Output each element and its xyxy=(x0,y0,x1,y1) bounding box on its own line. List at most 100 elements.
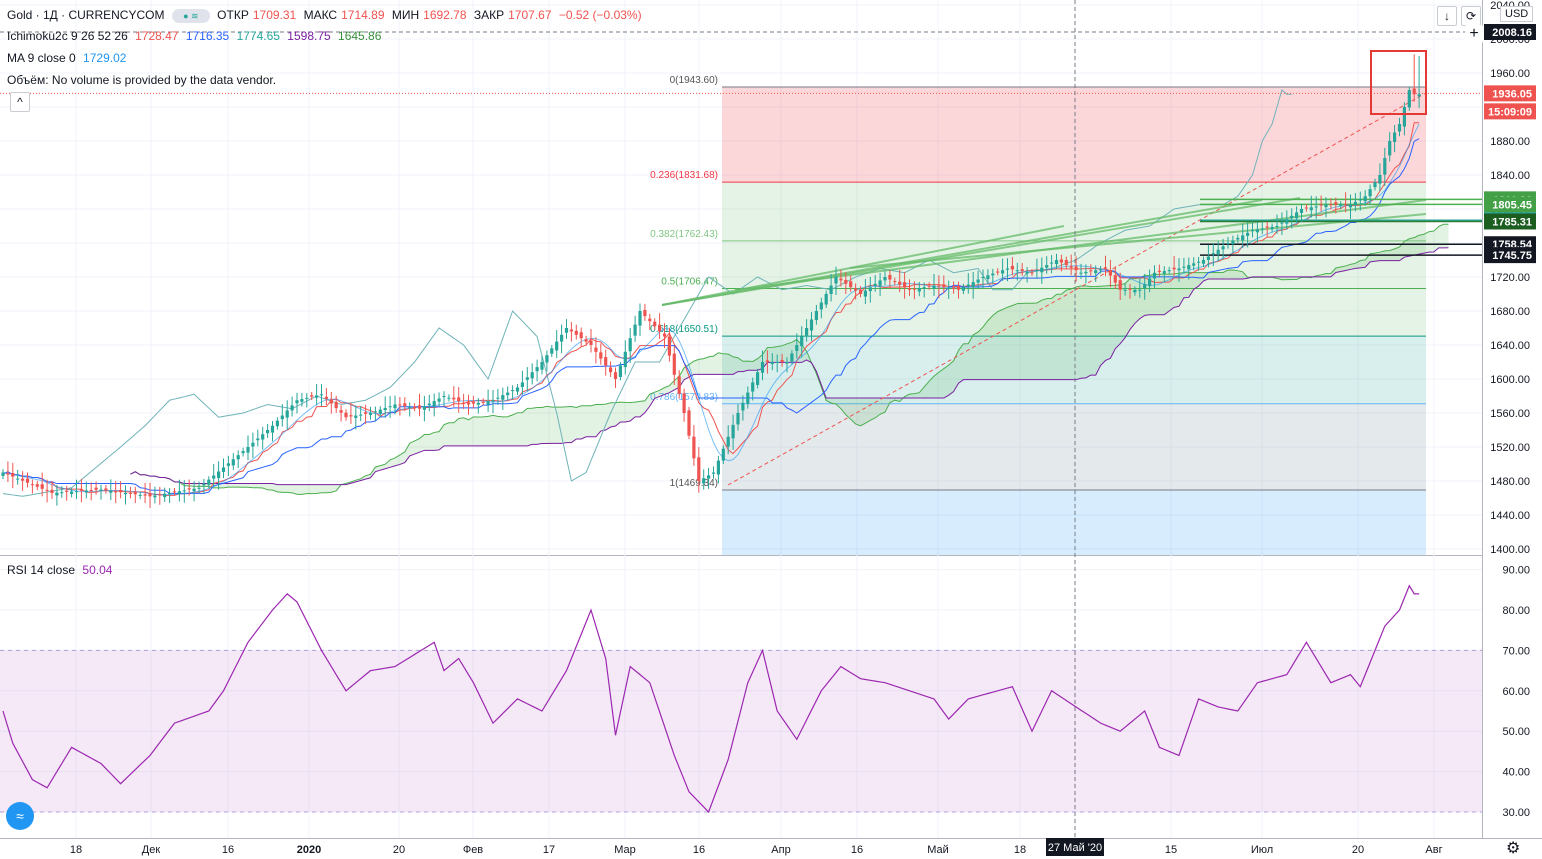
candle-body xyxy=(878,280,882,286)
candle-body xyxy=(677,376,681,394)
candle-body xyxy=(246,447,250,453)
candle-body xyxy=(515,387,520,392)
collapse-legend-button[interactable]: ^ xyxy=(10,92,30,112)
candle-body xyxy=(564,328,569,333)
high-label: МАКС xyxy=(303,8,338,22)
candle-body xyxy=(1260,228,1264,230)
candle-body xyxy=(805,328,809,336)
candle-body xyxy=(1,472,5,476)
candle-body xyxy=(349,415,353,417)
candle-body xyxy=(476,402,480,405)
symbol-title[interactable]: Gold · 1Д · CURRENCYCOM xyxy=(7,8,165,22)
candle-body xyxy=(60,492,64,494)
candle-body xyxy=(1216,249,1220,255)
candle-body xyxy=(364,412,368,414)
crosshair-time-tag xyxy=(1046,838,1104,856)
time-axis-tick-label: Апр xyxy=(771,844,790,856)
rsi-label: RSI 14 close xyxy=(7,563,76,577)
candle-body xyxy=(858,289,863,294)
rsi-band xyxy=(0,650,1482,812)
candle-body xyxy=(70,491,74,494)
price-tag xyxy=(1484,103,1536,120)
legend-eye-icon[interactable]: ● ≋ xyxy=(171,9,210,23)
time-axis-tick-label: 16 xyxy=(693,844,705,856)
refresh-icon[interactable]: ⟳ xyxy=(1461,6,1481,26)
candle-body xyxy=(417,405,422,409)
candle-body xyxy=(148,493,152,497)
candle-body xyxy=(569,329,573,332)
candle-body xyxy=(466,402,471,405)
candle-body xyxy=(182,490,186,492)
price-axis-tick-label: 1840.00 xyxy=(1490,170,1530,182)
rsi-legend[interactable]: RSI 14 close 50.04 xyxy=(7,563,116,577)
candle-body xyxy=(35,484,39,487)
candle-body xyxy=(952,287,956,289)
add-plus-icon[interactable]: + xyxy=(1465,25,1483,43)
candle-body xyxy=(496,397,500,399)
ma-legend[interactable]: MA 9 close 0 1729.02 xyxy=(7,51,130,65)
price-axis-tick-label: 1560.00 xyxy=(1490,408,1530,420)
candle-body xyxy=(177,491,181,495)
candle-body xyxy=(1103,267,1108,269)
candle-body xyxy=(662,333,667,337)
candle-body xyxy=(413,406,417,408)
price-tag xyxy=(1484,85,1536,102)
scroll-down-icon[interactable]: ↓ xyxy=(1437,6,1457,26)
candle-body xyxy=(1040,267,1044,273)
candle-body xyxy=(932,285,936,289)
candle-body xyxy=(143,494,147,496)
time-axis-tick-label: Май xyxy=(927,844,949,856)
crosshair-time-label: 27 Май '20 xyxy=(1048,842,1102,854)
candle-body xyxy=(1344,203,1348,205)
candle-body xyxy=(922,287,926,289)
candle-body xyxy=(1388,141,1392,156)
candle-body xyxy=(819,302,823,310)
candle-body xyxy=(1015,270,1019,272)
candle-body xyxy=(638,311,642,326)
candle-body xyxy=(1045,265,1049,268)
candle-body xyxy=(986,275,990,280)
trend-line xyxy=(661,225,1065,306)
time-axis-tick-label: Фев xyxy=(463,844,483,856)
candle-body xyxy=(1265,226,1269,228)
candle-body xyxy=(839,278,843,281)
candle-body xyxy=(692,436,696,459)
rsi-axis-tick-label: 60.00 xyxy=(1502,686,1530,698)
ichimoku-span-a-line xyxy=(130,223,1449,495)
candle-body xyxy=(109,490,113,493)
close-label: ЗАКР xyxy=(473,8,505,22)
candle-body xyxy=(128,492,132,494)
ichimoku-legend[interactable]: Ichimoku2c 9 26 52 26 1728.47 1716.35 17… xyxy=(7,29,385,43)
candle-body xyxy=(236,455,240,460)
candle-body xyxy=(65,490,69,492)
candle-body xyxy=(1079,272,1083,274)
fib-level-label: 1(1469.34) xyxy=(670,478,718,489)
settings-gear-icon[interactable]: ⚙ xyxy=(1506,840,1521,857)
currency-button[interactable]: USD xyxy=(1500,6,1534,22)
candle-body xyxy=(187,488,191,490)
candle-body xyxy=(192,488,196,492)
candle-body xyxy=(1329,204,1333,206)
candle-body xyxy=(721,448,725,461)
candle-body xyxy=(599,352,603,359)
candle-body xyxy=(270,425,275,433)
candle-body xyxy=(1348,204,1353,208)
candle-body xyxy=(947,288,951,290)
candle-body xyxy=(89,490,93,492)
candle-body xyxy=(158,494,162,496)
candle-body xyxy=(912,288,916,290)
ma-line xyxy=(2,123,1420,496)
candle-body xyxy=(555,341,559,351)
candle-body xyxy=(1143,284,1147,289)
candle-body xyxy=(1324,204,1328,208)
candle-body xyxy=(1123,289,1127,291)
candle-body xyxy=(1353,201,1357,206)
time-axis-tick-label: 16 xyxy=(222,844,234,856)
candle-body xyxy=(1368,189,1372,197)
candle-body xyxy=(525,377,529,380)
candle-body xyxy=(1295,212,1299,219)
price-tag xyxy=(1484,213,1536,230)
candle-body xyxy=(628,338,632,352)
tradingview-logo-icon[interactable]: ≈ xyxy=(6,802,34,830)
